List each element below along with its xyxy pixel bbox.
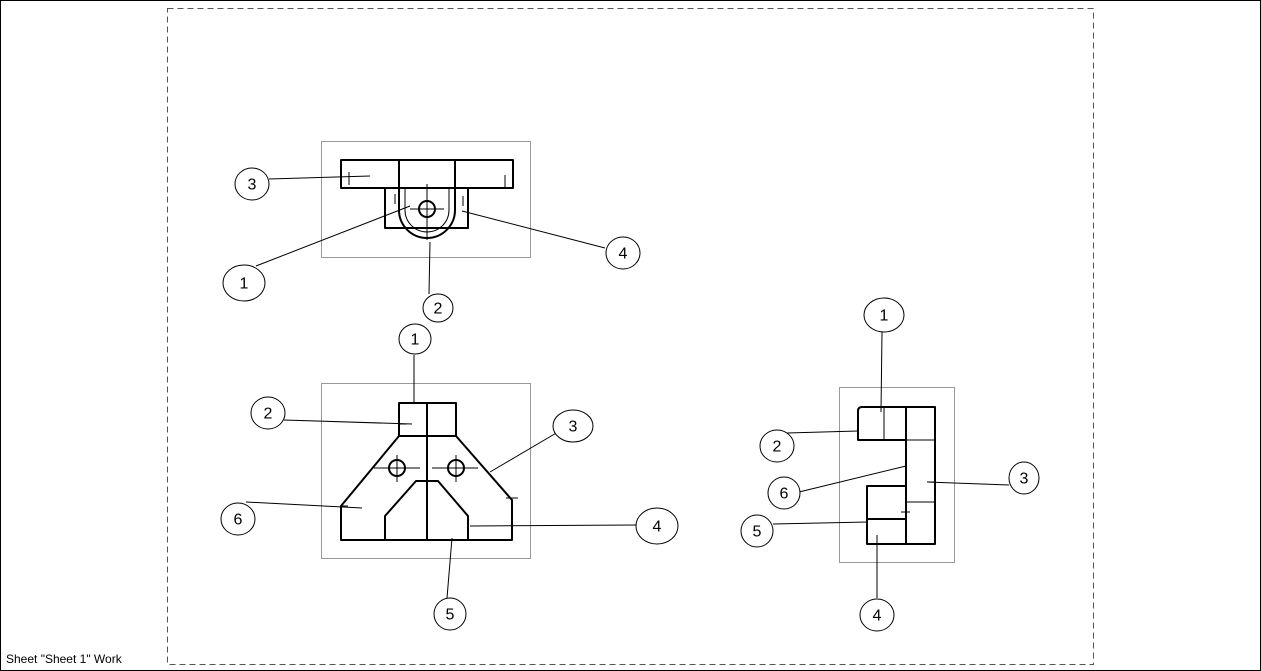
balloon-1[interactable]: 1: [398, 323, 432, 355]
balloon-label: 4: [653, 519, 662, 536]
balloon-label: 5: [446, 607, 455, 624]
balloon-label: 5: [753, 524, 762, 541]
top-view-box: [321, 141, 531, 258]
balloon-3[interactable]: 3: [552, 409, 594, 443]
balloon-2[interactable]: 2: [422, 293, 454, 323]
balloon-label: 3: [569, 419, 578, 436]
balloon-5[interactable]: 5: [433, 597, 467, 631]
balloon-1[interactable]: 1: [863, 297, 905, 333]
side-view-box: [839, 387, 955, 563]
balloon-3[interactable]: 3: [234, 167, 270, 201]
balloon-3[interactable]: 3: [1008, 461, 1040, 495]
balloon-label: 2: [434, 301, 443, 318]
balloon-label: 1: [880, 308, 889, 325]
side-view[interactable]: 1 2 6 3 5 4: [740, 297, 1040, 632]
balloon-2[interactable]: 2: [759, 429, 795, 463]
balloon-6[interactable]: 6: [220, 502, 256, 536]
balloon-6[interactable]: 6: [767, 476, 801, 510]
balloon-label: 6: [234, 512, 243, 529]
balloon-1[interactable]: 1: [222, 264, 266, 302]
balloon-2[interactable]: 2: [250, 396, 286, 430]
front-view-box: [321, 383, 531, 559]
balloon-4[interactable]: 4: [635, 507, 679, 545]
front-view-geometry: [340, 402, 518, 541]
balloon-4[interactable]: 4: [859, 598, 895, 632]
sheet-border: [167, 8, 1094, 665]
balloon-label: 2: [264, 406, 273, 423]
sheet-status-label: Sheet "Sheet 1" Work: [6, 652, 122, 666]
top-view-geometry: [340, 159, 514, 240]
balloon-label: 6: [780, 486, 789, 503]
top-view[interactable]: 3 1 2 4: [222, 141, 641, 323]
balloon-4[interactable]: 4: [605, 236, 641, 270]
front-view[interactable]: 1 2 3 6 4 5: [220, 323, 679, 631]
side-view-geometry: [857, 406, 936, 545]
balloon-label: 4: [619, 246, 628, 263]
balloon-label: 2: [773, 439, 782, 456]
balloon-label: 3: [1020, 471, 1029, 488]
balloon-5[interactable]: 5: [740, 514, 774, 548]
balloon-label: 4: [873, 608, 882, 625]
balloon-label: 1: [240, 276, 249, 293]
balloon-label: 3: [248, 177, 257, 194]
balloon-label: 1: [411, 332, 420, 349]
